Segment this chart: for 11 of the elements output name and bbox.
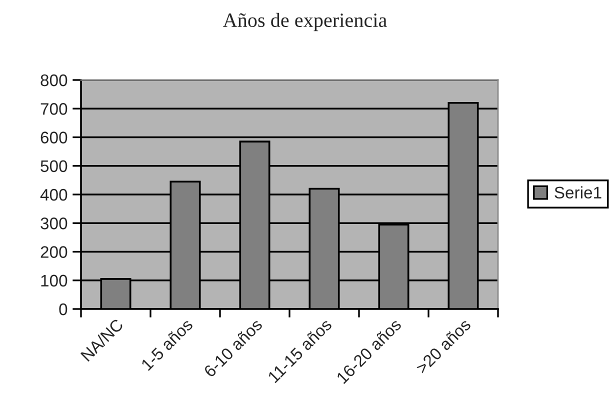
y-tick-label: 400 xyxy=(40,188,68,201)
y-tick-label: 600 xyxy=(40,132,68,144)
y-tick-label: 200 xyxy=(40,246,68,258)
y-tick-label: 700 xyxy=(40,103,68,115)
y-tick-label: 0 xyxy=(59,303,68,316)
chart-title: Años de experiencia xyxy=(222,12,387,32)
y-tick-label: 500 xyxy=(40,160,68,172)
y-tick-label: 800 xyxy=(40,74,68,86)
legend-label: Serie1 xyxy=(554,186,602,199)
y-tick-label: 300 xyxy=(40,218,68,230)
y-tick-label: 100 xyxy=(41,274,68,287)
